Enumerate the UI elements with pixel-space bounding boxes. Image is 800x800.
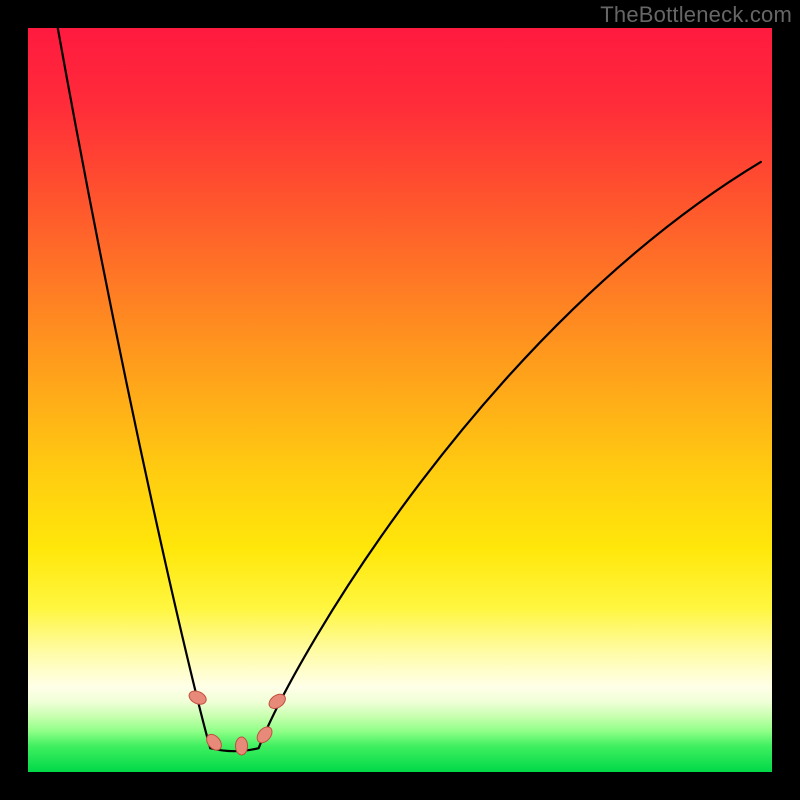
- data-marker: [236, 737, 248, 755]
- chart-container: TheBottleneck.com: [0, 0, 800, 800]
- watermark-text: TheBottleneck.com: [600, 2, 792, 28]
- plot-background: [28, 28, 772, 772]
- bottleneck-chart: [0, 0, 800, 800]
